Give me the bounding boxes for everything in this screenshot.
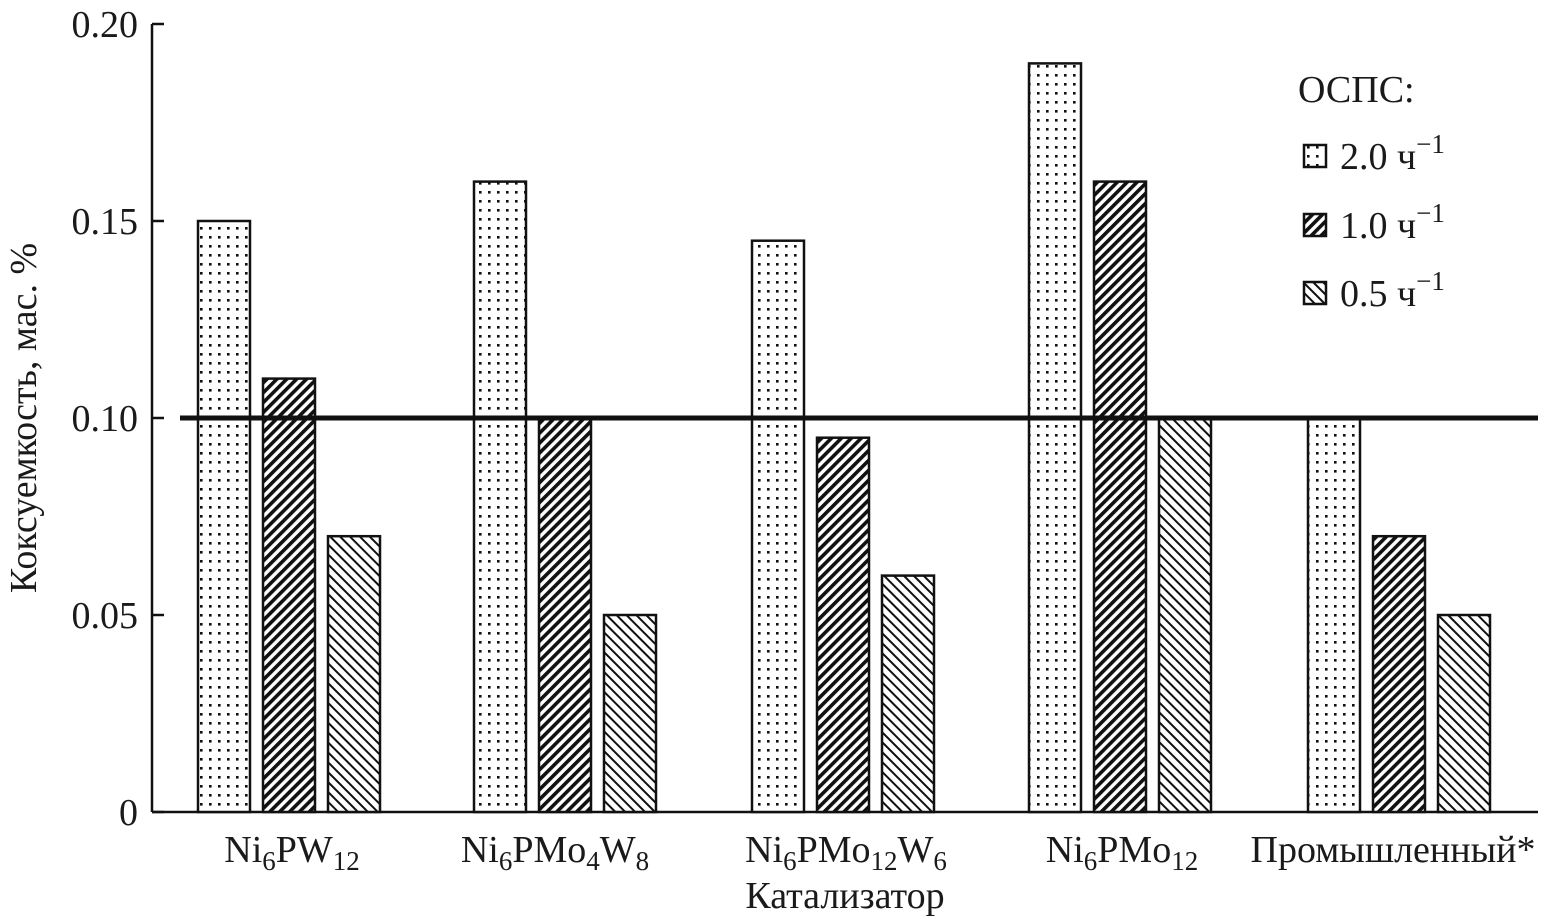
x-tick-label-part: 4 [586, 846, 600, 876]
y-tick-label: 0.10 [72, 398, 139, 440]
bar-5-series-3 [1436, 613, 1492, 814]
x-tick-label-part: Ni [745, 829, 783, 871]
legend-swatch-2 [1302, 212, 1328, 238]
category-labels: Ni6PW12 Ni6PMo4W8 Ni6PMo12W6 Ni6PMo12 Промыш… [224, 829, 1535, 876]
y-tick-label: 0 [119, 792, 138, 834]
x-tick-label-part: PMo [512, 829, 586, 871]
x-tick-label: Ni6PMo12 [1046, 829, 1198, 876]
x-tick-label: Ni6PMo4W8 [461, 829, 649, 876]
bar-2-series-2 [537, 416, 593, 814]
x-tick-label-part: W [600, 829, 636, 871]
x-tick-label-part: Ni [1046, 829, 1084, 871]
x-tick-label-part: Ni [461, 829, 499, 871]
x-tick-label: Ni6PMo12W6 [745, 829, 947, 876]
axes: 0 0.05 0.10 0.15 0.20 Коксуемкость, мас. % Кат… [3, 4, 1538, 917]
bar-5-series-2 [1371, 534, 1427, 814]
bar-4-series-1 [1027, 62, 1083, 814]
x-tick-label: Промышленный* [1251, 829, 1536, 871]
x-tick-label-part: 6 [933, 846, 947, 876]
legend-label-2: 1.0 ч−1 [1340, 198, 1445, 247]
x-tick-label-part: PMo [1097, 829, 1171, 871]
x-tick-label-part: 8 [636, 846, 650, 876]
bar-5-series-1 [1306, 416, 1362, 814]
x-tick-label-part: W [898, 829, 934, 871]
bar-2-series-1 [472, 180, 528, 814]
bar-4-series-2 [1092, 180, 1148, 814]
y-tick-label: 0.20 [72, 4, 139, 46]
bar-1-series-2 [261, 377, 317, 814]
y-tick-label: 0.15 [72, 201, 139, 243]
legend-label-1: 2.0 ч−1 [1340, 129, 1445, 178]
bar-4-series-3 [1157, 416, 1213, 814]
x-tick-label-part: PW [276, 829, 333, 871]
bar-3-series-3 [880, 574, 936, 814]
y-axis-label: Коксуемкость, мас. % [3, 243, 45, 593]
legend-label-3: 0.5 ч−1 [1340, 266, 1445, 315]
y-tick-label: 0.05 [72, 595, 139, 637]
x-tick-label-part: 6 [262, 846, 276, 876]
bar-1-series-3 [326, 534, 382, 814]
x-tick-label-part: PMo [797, 829, 871, 871]
x-tick-label-part: Ni [224, 829, 262, 871]
bar-3-series-2 [815, 436, 871, 814]
bars [196, 62, 1492, 814]
x-tick-label-part: 6 [499, 846, 513, 876]
x-tick-label-part: 6 [1084, 846, 1098, 876]
x-tick-label-part: Промышленный* [1251, 829, 1536, 871]
x-tick-label-part: 6 [783, 846, 797, 876]
bar-2-series-3 [602, 613, 658, 814]
legend-title: ОСПС: [1298, 69, 1415, 111]
x-tick-label-part: 12 [1171, 846, 1198, 876]
x-tick-label-part: 12 [871, 846, 898, 876]
legend-swatch-1 [1302, 143, 1328, 169]
legend: ОСПС: 2.0 ч−1 1.0 ч−1 0.5 ч−1 [1298, 69, 1445, 315]
bar-1-series-1 [196, 219, 252, 814]
x-axis-label: Катализатор [745, 875, 944, 917]
x-tick-label-part: 12 [333, 846, 360, 876]
bar-3-series-1 [750, 239, 806, 814]
legend-swatch-3 [1302, 280, 1328, 306]
x-tick-label: Ni6PW12 [224, 829, 360, 876]
